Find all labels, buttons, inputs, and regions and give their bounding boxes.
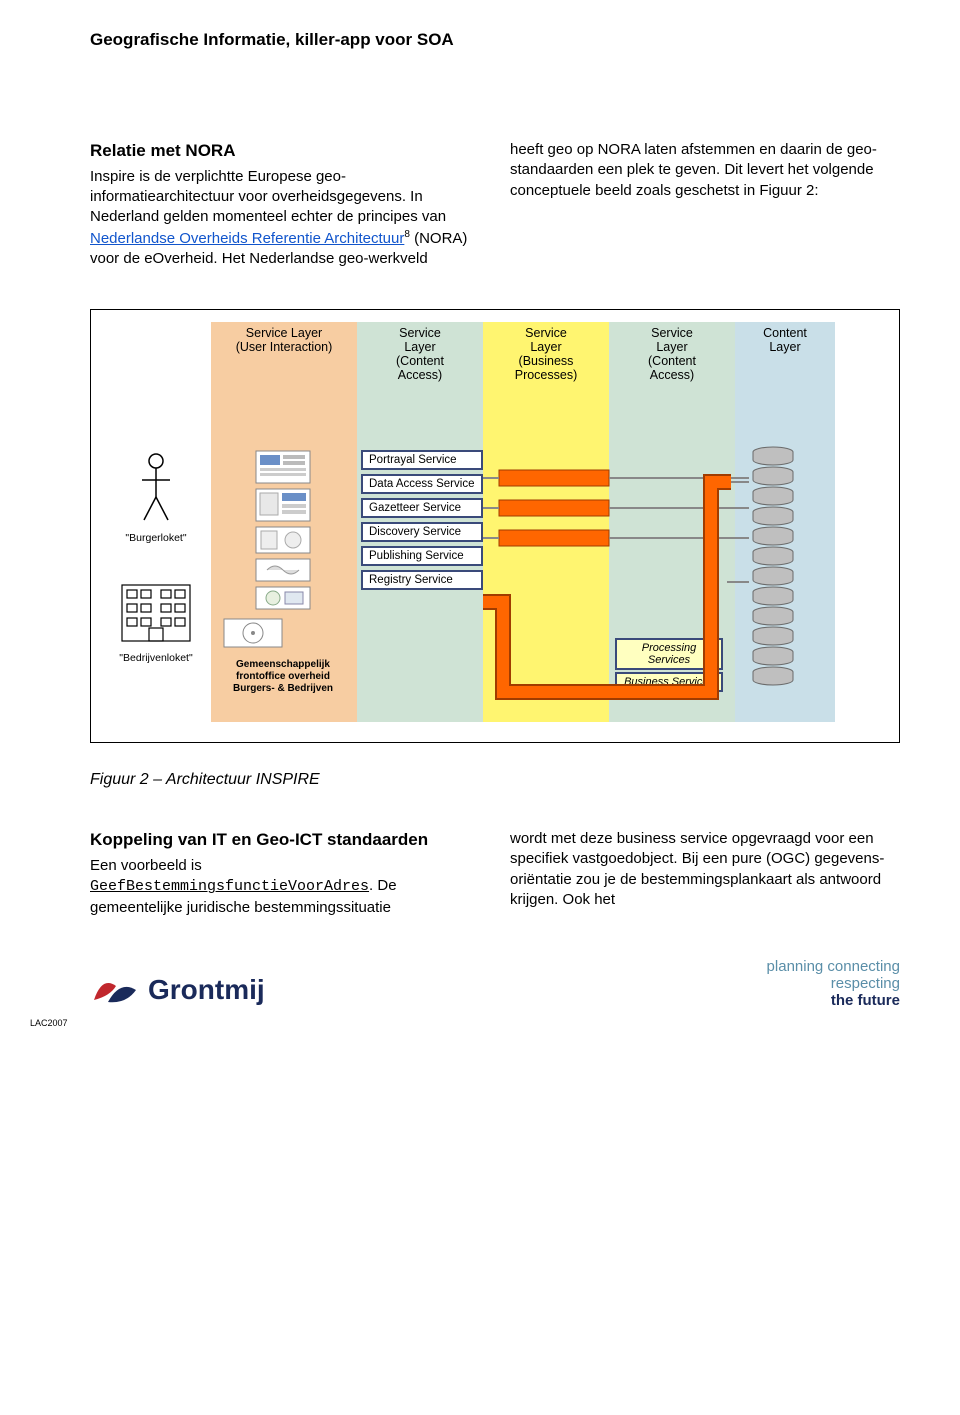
lane-header-4: Content Layer bbox=[735, 322, 835, 442]
brand-name: Grontmij bbox=[148, 974, 265, 1006]
figure-caption: Figuur 2 – Architectuur INSPIRE bbox=[90, 771, 900, 789]
bedrijvenloket-label: "Bedrijvenloket" bbox=[119, 652, 192, 664]
section2-p1a: Een voorbeeld is bbox=[90, 857, 202, 874]
section2-heading: Koppeling van IT en Geo-ICT standaarden bbox=[90, 829, 480, 852]
section1-p1a: Inspire is de verplichtte Europese geo-i… bbox=[90, 168, 446, 226]
diagram-left-actors: "Burgerloket" "Bedrijvenloket" bbox=[101, 442, 211, 722]
lane-header-2: Service Layer (Business Processes) bbox=[483, 322, 609, 442]
service-registry-service: Registry Service bbox=[361, 570, 483, 590]
lane-header-0: Service Layer (User Interaction) bbox=[211, 322, 357, 442]
lane-header-1: Service Layer (Content Access) bbox=[357, 322, 483, 442]
section2-columns: Koppeling van IT en Geo-ICT standaarden … bbox=[90, 829, 900, 918]
section2-col-left: Koppeling van IT en Geo-ICT standaarden … bbox=[90, 829, 480, 918]
intro-col-right: heeft geo op NORA laten afstemmen en daa… bbox=[510, 140, 900, 269]
service-data-access-service: Data Access Service bbox=[361, 474, 483, 494]
nora-link[interactable]: Nederlandse Overheids Referentie Archite… bbox=[90, 230, 404, 247]
section2-p2: wordt met deze business service opgevraa… bbox=[510, 829, 900, 910]
pipe-connectors bbox=[211, 442, 835, 722]
service-portrayal-service: Portrayal Service bbox=[361, 450, 483, 470]
section2-col-right: wordt met deze business service opgevraa… bbox=[510, 829, 900, 918]
building-icon bbox=[121, 584, 191, 642]
brand-logo: Grontmij bbox=[90, 970, 265, 1010]
service-discovery-service: Discovery Service bbox=[361, 522, 483, 542]
service-publishing-service: Publishing Service bbox=[361, 546, 483, 566]
page-title: Geografische Informatie, killer-app voor… bbox=[90, 30, 900, 50]
intro-columns: Relatie met NORA Inspire is de verplicht… bbox=[90, 140, 900, 269]
page-footer: Grontmij planning connecting respecting … bbox=[90, 958, 900, 1010]
lac-code: LAC2007 bbox=[30, 1018, 900, 1028]
brand-icon bbox=[90, 970, 140, 1010]
brand-slogan: planning connecting respecting the futur… bbox=[767, 958, 900, 1010]
lane-header-3: Service Layer (Content Access) bbox=[609, 322, 735, 442]
section1-p2: heeft geo op NORA laten afstemmen en daa… bbox=[510, 140, 900, 201]
burgerloket-label: "Burgerloket" bbox=[125, 532, 186, 544]
intro-col-left: Relatie met NORA Inspire is de verplicht… bbox=[90, 140, 480, 269]
person-icon bbox=[136, 452, 176, 522]
section1-heading: Relatie met NORA bbox=[90, 140, 480, 163]
architecture-diagram: Service Layer (User Interaction)Service … bbox=[90, 309, 900, 743]
code-term: GeefBestemmingsfunctieVoorAdres bbox=[90, 878, 369, 895]
service-gazetteer-service: Gazetteer Service bbox=[361, 498, 483, 518]
